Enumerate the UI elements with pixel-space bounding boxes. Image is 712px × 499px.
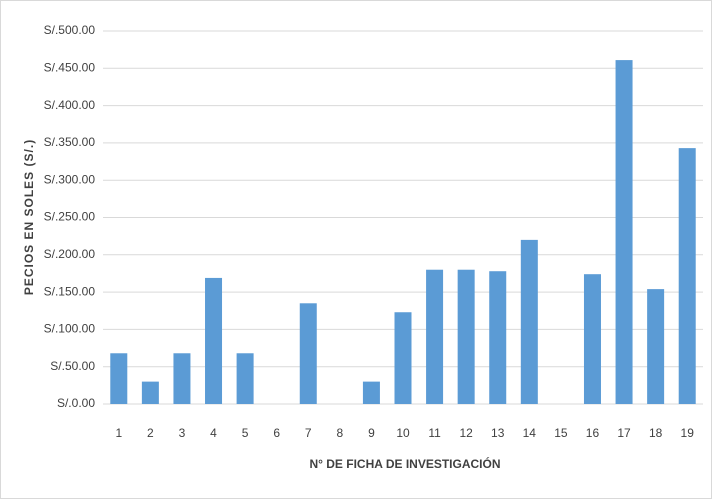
bar xyxy=(457,269,475,404)
x-tick-label: 11 xyxy=(428,426,441,440)
y-tick-label: S/.100.00 xyxy=(44,322,96,336)
bar xyxy=(141,381,159,404)
y-tick-label: S/.400.00 xyxy=(44,98,96,112)
y-tick-label: S/.450.00 xyxy=(44,60,96,74)
bar xyxy=(520,239,538,404)
x-tick-label: 7 xyxy=(305,426,312,440)
x-tick-label: 13 xyxy=(491,426,505,440)
x-tick-label: 2 xyxy=(147,426,154,440)
bar xyxy=(489,271,507,404)
y-tick-label: S/.300.00 xyxy=(44,172,96,186)
y-tick-label: S/.500.00 xyxy=(44,23,96,37)
bar xyxy=(394,312,412,404)
y-tick-label: S/.250.00 xyxy=(44,210,96,224)
bar xyxy=(647,289,665,404)
bar xyxy=(678,148,696,404)
y-tick-label: S/.200.00 xyxy=(44,247,96,261)
x-tick-label: 15 xyxy=(554,426,568,440)
x-tick-label: 18 xyxy=(649,426,663,440)
x-tick-label: 3 xyxy=(179,426,186,440)
bar xyxy=(205,277,223,404)
y-axis-title: PECIOS EN SOLES (S/.) xyxy=(22,139,36,295)
y-tick-label: S/.350.00 xyxy=(44,135,96,149)
bar xyxy=(615,60,633,405)
x-tick-label: 4 xyxy=(210,426,217,440)
bar xyxy=(583,274,601,404)
x-tick-label: 14 xyxy=(523,426,537,440)
x-tick-label: 19 xyxy=(681,426,695,440)
bar xyxy=(426,269,444,404)
x-tick-label: 9 xyxy=(368,426,375,440)
x-tick-label: 10 xyxy=(396,426,410,440)
x-axis-title: N° DE FICHA DE INVESTIGACIÓN xyxy=(309,456,500,471)
bar xyxy=(236,353,254,404)
x-tick-label: 16 xyxy=(586,426,600,440)
y-tick-label: S/.0.00 xyxy=(57,396,95,410)
x-tick-label: 12 xyxy=(459,426,473,440)
bar xyxy=(173,353,191,404)
x-tick-label: 8 xyxy=(336,426,343,440)
bar xyxy=(110,353,128,404)
x-tick-label: 5 xyxy=(242,426,249,440)
bar xyxy=(362,381,380,404)
x-tick-label: 17 xyxy=(617,426,631,440)
x-tick-label: 6 xyxy=(273,426,280,440)
x-tick-label: 1 xyxy=(115,426,122,440)
y-tick-label: S/.50.00 xyxy=(50,359,95,373)
y-tick-label: S/.150.00 xyxy=(44,284,96,298)
bar xyxy=(299,303,317,404)
